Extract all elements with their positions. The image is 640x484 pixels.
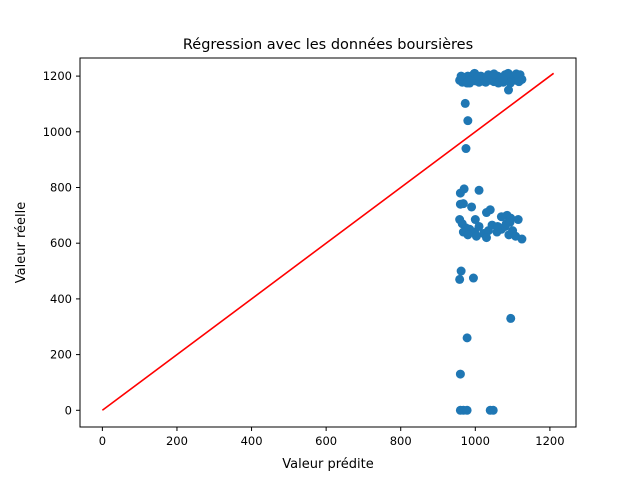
- data-layer: [101, 68, 555, 415]
- scatter-point: [505, 217, 515, 227]
- scatter-point: [462, 333, 472, 343]
- scatter-point: [511, 69, 521, 79]
- scatter-point: [474, 221, 484, 231]
- scatter-point: [517, 234, 527, 244]
- scatter-point: [470, 215, 480, 225]
- y-tick-label: 1200: [43, 69, 72, 83]
- regression-line: [101, 72, 555, 411]
- y-tick-label: 400: [50, 292, 72, 306]
- scatter-point: [456, 266, 466, 276]
- scatter-point: [459, 184, 469, 194]
- scatter-point: [488, 405, 498, 415]
- scatter-point: [460, 98, 470, 108]
- scatter-point: [463, 116, 473, 126]
- x-axis: 0 200 400 600 800 1000 1200: [99, 427, 565, 448]
- scatter-point: [468, 273, 478, 283]
- y-tick-label: 200: [50, 348, 72, 362]
- x-tick-label: 1000: [461, 434, 490, 448]
- x-axis-label: Valeur prédite: [282, 457, 373, 472]
- scatter-point: [489, 69, 499, 79]
- y-axis-label: Valeur réelle: [14, 202, 29, 283]
- axes-frame: [79, 57, 577, 428]
- y-tick-label: 800: [50, 180, 72, 194]
- scatter-point: [505, 78, 515, 88]
- x-tick-label: 800: [390, 434, 412, 448]
- plot-area: [79, 57, 577, 428]
- chart-title: Régression avec les données boursières: [183, 37, 473, 53]
- scatter-point: [504, 85, 513, 95]
- scatter-point: [482, 233, 491, 243]
- x-tick-label: 0: [99, 434, 106, 448]
- y-tick-label: 0: [65, 403, 72, 417]
- y-axis: 0 200 400 600 800 1000 1200: [43, 69, 80, 417]
- scatter-point: [467, 202, 477, 212]
- scatter-point: [461, 144, 471, 154]
- x-tick-label: 400: [241, 434, 263, 448]
- scatter-point: [471, 231, 481, 241]
- x-tick-label: 200: [166, 434, 188, 448]
- scatter-point: [473, 71, 483, 81]
- scatter-point: [462, 405, 472, 415]
- scatter-point: [485, 205, 495, 215]
- scatter-point: [455, 274, 465, 284]
- scatter-point: [463, 230, 473, 240]
- scatter-point: [496, 212, 506, 222]
- scatter-point: [456, 71, 466, 81]
- y-tick-label: 1000: [43, 125, 72, 139]
- scatter-series: [455, 68, 527, 415]
- y-tick-label: 600: [50, 236, 72, 250]
- scatter-point: [513, 215, 523, 225]
- scatter-point: [493, 221, 503, 231]
- scatter-point: [481, 77, 491, 87]
- scatter-point: [474, 185, 484, 195]
- scatter-point: [455, 369, 465, 379]
- x-tick-label: 1200: [535, 434, 564, 448]
- scatter-point: [466, 75, 476, 85]
- x-tick-label: 600: [315, 434, 337, 448]
- scatter-point: [458, 199, 468, 209]
- scatter-point: [514, 77, 524, 87]
- scatter-point: [498, 74, 508, 84]
- scatter-point: [506, 313, 516, 323]
